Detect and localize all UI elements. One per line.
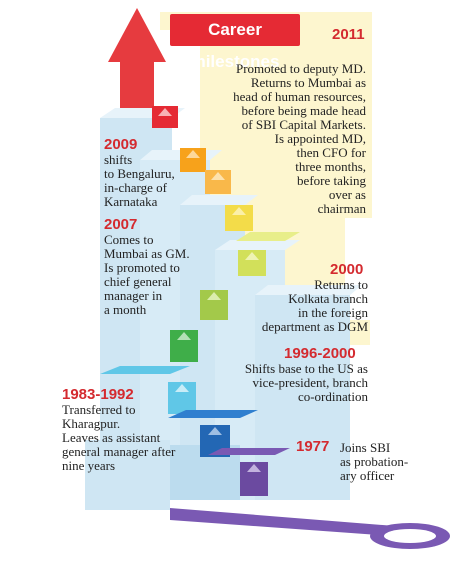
step-skyblue-icon xyxy=(168,382,196,414)
milestone-2007-text: Comes to Mumbai as GM. Is promoted to ch… xyxy=(104,232,190,317)
milestone-1977-year: 1977 xyxy=(296,438,330,455)
step-lightorange-icon xyxy=(205,170,231,194)
step-darkgreen-icon xyxy=(170,330,198,362)
step-lime-icon xyxy=(238,250,266,276)
page-title: Career milestones xyxy=(170,14,300,71)
milestone-1983-1992-year: 1983-1992 xyxy=(62,386,134,403)
step-yellow-icon xyxy=(225,205,253,231)
milestone-2011-text: Promoted to deputy MD. Returns to Mumbai… xyxy=(233,61,366,216)
step-purple-icon xyxy=(240,462,268,496)
milestone-2009-year: 2009 xyxy=(104,136,138,153)
milestone-2000-text: Returns to Kolkata branch in the foreign… xyxy=(261,277,368,334)
milestone-2011-year: 2011 xyxy=(332,26,365,43)
step-orange-icon xyxy=(180,148,206,172)
milestone-2009-text: shifts to Bengaluru, in-charge of Karnat… xyxy=(104,152,175,209)
milestone-1996-2000-text: Shifts base to the US as vice-president,… xyxy=(244,361,368,404)
milestone-2000-year: 2000 xyxy=(330,261,364,278)
milestone-1983-1992-text: Transferred to Kharagpur. Leaves as assi… xyxy=(62,402,176,473)
step-red-icon xyxy=(152,106,178,128)
milestone-1996-2000-year: 1996-2000 xyxy=(284,345,356,362)
milestone-1977-text: Joins SBI as probation- ary officer xyxy=(340,440,409,483)
key-icon xyxy=(170,508,450,549)
milestone-2007-year: 2007 xyxy=(104,216,138,233)
step-green-icon xyxy=(200,290,228,320)
